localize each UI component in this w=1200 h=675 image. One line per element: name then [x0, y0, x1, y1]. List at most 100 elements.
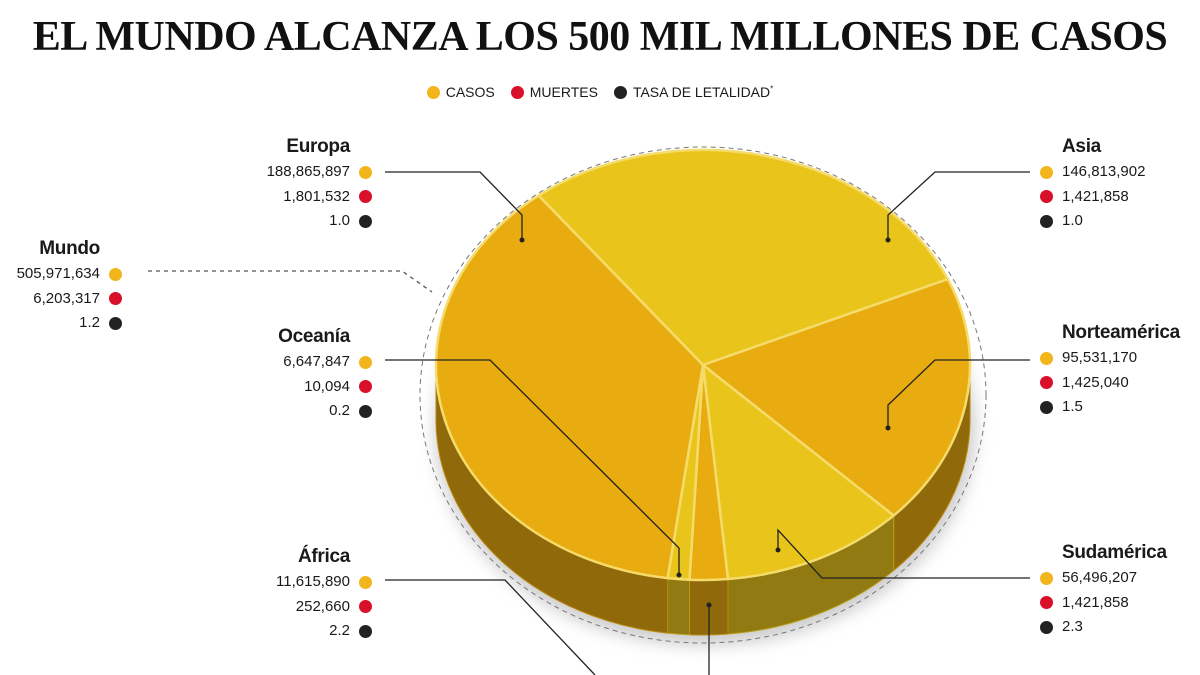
- value-row-tasa: 1.0: [1040, 209, 1145, 234]
- region-name: Norteamérica: [1062, 322, 1180, 343]
- value-row-casos: 56,496,207: [1040, 566, 1167, 591]
- leader-line-europa: [385, 171, 523, 240]
- tasa-value: 2.2: [329, 622, 350, 639]
- region-name: África: [297, 546, 350, 567]
- casos-value: 56,496,207: [1062, 569, 1138, 586]
- tasa-value: 2.3: [1062, 618, 1083, 635]
- casos-value: 6,647,847: [283, 353, 350, 370]
- red-dot-icon: [1040, 376, 1053, 390]
- casos-value: 146,813,902: [1062, 163, 1146, 180]
- leader-line-africa: [385, 579, 596, 675]
- value-row-tasa: 2.2: [276, 619, 372, 644]
- page-title: EL MUNDO ALCANZA LOS 500 MIL MILLONES DE…: [32, 14, 1168, 60]
- legend-label: TASA DE LETALIDAD: [632, 84, 771, 100]
- yellow-dot-icon: [359, 165, 372, 179]
- label-sudamerica: Sudamérica 56,496,207 1,421,858 2.3: [1040, 540, 1167, 640]
- leader-dot: [519, 237, 525, 243]
- leader-lines: [148, 171, 1030, 675]
- leader-line-asia: [887, 171, 1030, 240]
- value-row-tasa: 1.2: [17, 311, 122, 336]
- leader-line-sudamerica: [777, 528, 1030, 579]
- leader-dot: [885, 425, 891, 431]
- pie-slice-europa: [434, 194, 705, 580]
- pie-side-oceania: [667, 577, 691, 636]
- tasa-value: 1.0: [329, 212, 350, 229]
- tasa-value: 1.2: [79, 314, 100, 331]
- red-dot-icon: [109, 292, 122, 306]
- black-dot-icon: [1040, 400, 1053, 414]
- yellow-dot-icon: [359, 575, 372, 589]
- region-name: Sudamérica: [1062, 542, 1167, 563]
- dashed-outline: [419, 146, 987, 644]
- legend-item-muertes: MUERTES: [510, 84, 598, 100]
- red-dot-icon: [359, 600, 372, 614]
- red-dot-icon: [359, 190, 372, 204]
- red-dot-icon: [510, 85, 524, 99]
- yellow-dot-icon: [1040, 165, 1053, 179]
- black-dot-icon: [359, 404, 372, 418]
- label-asia: Asia 146,813,902 1,421,858 1.0: [1040, 134, 1145, 234]
- black-dot-icon: [359, 624, 372, 638]
- tasa-value: 0.2: [329, 402, 350, 419]
- leader-line-oceania: [385, 359, 680, 575]
- value-row-muertes: 1,421,858: [1040, 591, 1167, 616]
- label-africa: África 11,615,890 252,660 2.2: [276, 544, 372, 644]
- yellow-dot-icon: [359, 355, 372, 369]
- value-row-muertes: 10,094: [278, 375, 372, 400]
- label-oceania: Oceanía 6,647,847 10,094 0.2: [278, 324, 372, 424]
- value-row-casos: 505,971,634: [17, 262, 122, 287]
- value-row-muertes: 6,203,317: [17, 287, 122, 312]
- value-row-muertes: 1,801,532: [267, 185, 372, 210]
- legend-item-tasa: TASA DE LETALIDAD*: [613, 84, 774, 100]
- region-name: Oceanía: [278, 326, 350, 347]
- casos-value: 11,615,890: [276, 573, 350, 590]
- black-dot-icon: [1040, 214, 1053, 228]
- muertes-value: 1,421,858: [1062, 593, 1129, 611]
- label-norteamerica: Norteamérica 95,531,170 1,425,040 1.5: [1040, 320, 1180, 420]
- tasa-value: 1.5: [1062, 398, 1083, 415]
- black-dot-icon: [359, 214, 372, 228]
- value-row-casos: 95,531,170: [1040, 346, 1180, 371]
- red-dot-icon: [359, 380, 372, 394]
- yellow-dot-icon: [426, 85, 440, 99]
- black-dot-icon: [613, 85, 627, 99]
- value-row-casos: 146,813,902: [1040, 160, 1145, 185]
- casos-value: 505,971,634: [16, 265, 100, 282]
- leader-dot: [885, 237, 891, 243]
- tasa-value: 1.0: [1062, 212, 1083, 229]
- muertes-value: 10,094: [304, 377, 350, 395]
- muertes-value: 252,660: [295, 597, 350, 615]
- red-dot-icon: [1040, 190, 1053, 204]
- black-dot-icon: [109, 316, 122, 330]
- legend-label: CASOS: [445, 84, 495, 100]
- leader-dot: [775, 547, 781, 553]
- value-row-muertes: 252,660: [276, 595, 372, 620]
- muertes-value: 1,425,040: [1062, 373, 1129, 391]
- label-mundo: Mundo 505,971,634 6,203,317 1.2: [17, 236, 122, 336]
- label-europa: Europa 188,865,897 1,801,532 1.0: [267, 134, 372, 234]
- casos-value: 188,865,897: [266, 163, 350, 180]
- casos-value: 95,531,170: [1062, 349, 1138, 366]
- value-row-muertes: 1,421,858: [1040, 185, 1145, 210]
- value-row-tasa: 1.5: [1040, 395, 1180, 420]
- value-row-tasa: 2.3: [1040, 615, 1167, 640]
- black-dot-icon: [1040, 620, 1053, 634]
- leader-line-norteamerica: [887, 359, 1030, 428]
- region-name: Europa: [286, 136, 350, 157]
- pie-slice-norteamerica: [701, 277, 972, 517]
- value-row-casos: 188,865,897: [267, 160, 372, 185]
- muertes-value: 6,203,317: [33, 289, 100, 307]
- yellow-dot-icon: [109, 267, 122, 281]
- region-name: Mundo: [39, 238, 100, 259]
- yellow-dot-icon: [1040, 571, 1053, 585]
- muertes-value: 1,421,858: [1062, 187, 1129, 205]
- red-dot-icon: [1040, 596, 1053, 610]
- region-name: Asia: [1062, 136, 1101, 157]
- leader-line-mundo: [148, 270, 433, 293]
- leader-dot: [706, 602, 712, 608]
- leader-dot: [676, 572, 682, 578]
- legend: CASOS MUERTES TASA DE LETALIDAD*: [0, 84, 1200, 100]
- legend-footnote-mark: *: [770, 84, 774, 94]
- legend-label: MUERTES: [529, 84, 598, 100]
